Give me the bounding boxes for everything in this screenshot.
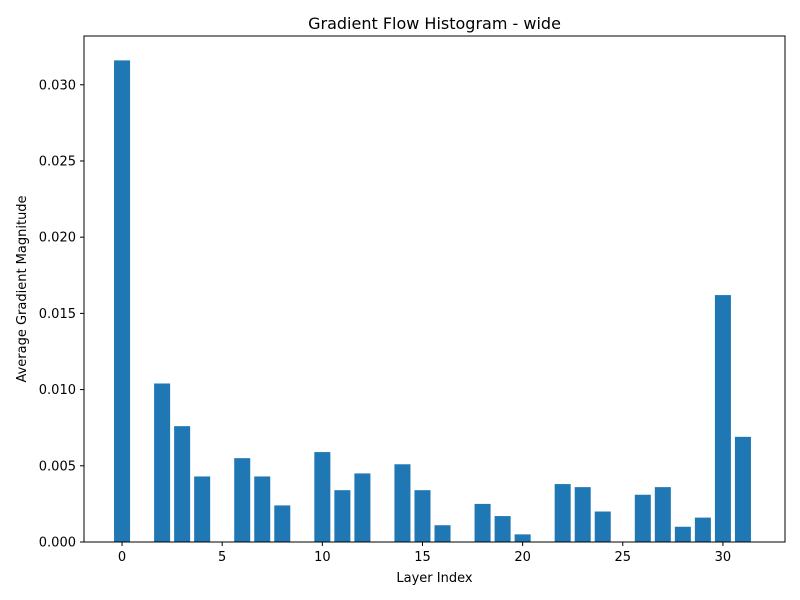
x-tick-label: 0 (118, 550, 126, 565)
bar-layer-14 (394, 464, 411, 542)
bar-layer-11 (334, 490, 351, 542)
x-tick-label: 15 (414, 550, 431, 565)
bar-layer-15 (414, 490, 431, 542)
bar-layer-7 (254, 476, 271, 542)
bar-layer-16 (434, 525, 451, 542)
bar-layer-28 (674, 526, 691, 542)
y-tick-label: 0.000 (39, 536, 76, 551)
bar-layer-8 (274, 505, 291, 542)
x-axis-ticks: 0 5 10 15 20 25 30 (118, 542, 731, 565)
x-axis-label: Layer Index (396, 571, 472, 586)
bar-layer-19 (494, 516, 511, 542)
x-tick-label: 30 (715, 550, 732, 565)
y-tick-label: 0.020 (39, 231, 76, 246)
bar-layer-24 (594, 511, 611, 542)
bar-layer-12 (354, 473, 371, 542)
plot-frame (83, 35, 786, 543)
bar-layer-22 (554, 484, 571, 542)
bar-layer-29 (694, 517, 711, 542)
y-axis-ticks: 0.000 0.005 0.010 0.015 0.020 0.025 0.030 (39, 78, 84, 551)
bar-layer-4 (194, 476, 211, 542)
chart-title: Gradient Flow Histogram - wide (308, 14, 561, 33)
bar-layer-30 (714, 295, 731, 542)
x-tick-label: 20 (514, 550, 531, 565)
bar-layer-6 (234, 458, 251, 542)
y-tick-label: 0.015 (39, 307, 76, 322)
bar-layer-26 (634, 494, 651, 542)
bar-layer-2 (154, 383, 171, 542)
bar-layer-0 (114, 60, 131, 542)
bar-series (114, 60, 751, 542)
bar-layer-10 (314, 452, 331, 542)
y-tick-label: 0.030 (39, 78, 76, 93)
y-tick-label: 0.005 (39, 459, 76, 474)
y-axis-label: Average Gradient Magnitude (15, 195, 30, 382)
bar-layer-20 (514, 534, 531, 542)
x-tick-label: 25 (614, 550, 631, 565)
bar-layer-3 (174, 426, 191, 542)
bar-layer-23 (574, 487, 591, 542)
bar-layer-31 (734, 436, 751, 542)
x-tick-label: 10 (314, 550, 331, 565)
bar-layer-18 (474, 503, 491, 542)
y-tick-label: 0.025 (39, 154, 76, 169)
bar-layer-27 (654, 487, 671, 542)
x-tick-label: 5 (218, 550, 226, 565)
y-tick-label: 0.010 (39, 383, 76, 398)
